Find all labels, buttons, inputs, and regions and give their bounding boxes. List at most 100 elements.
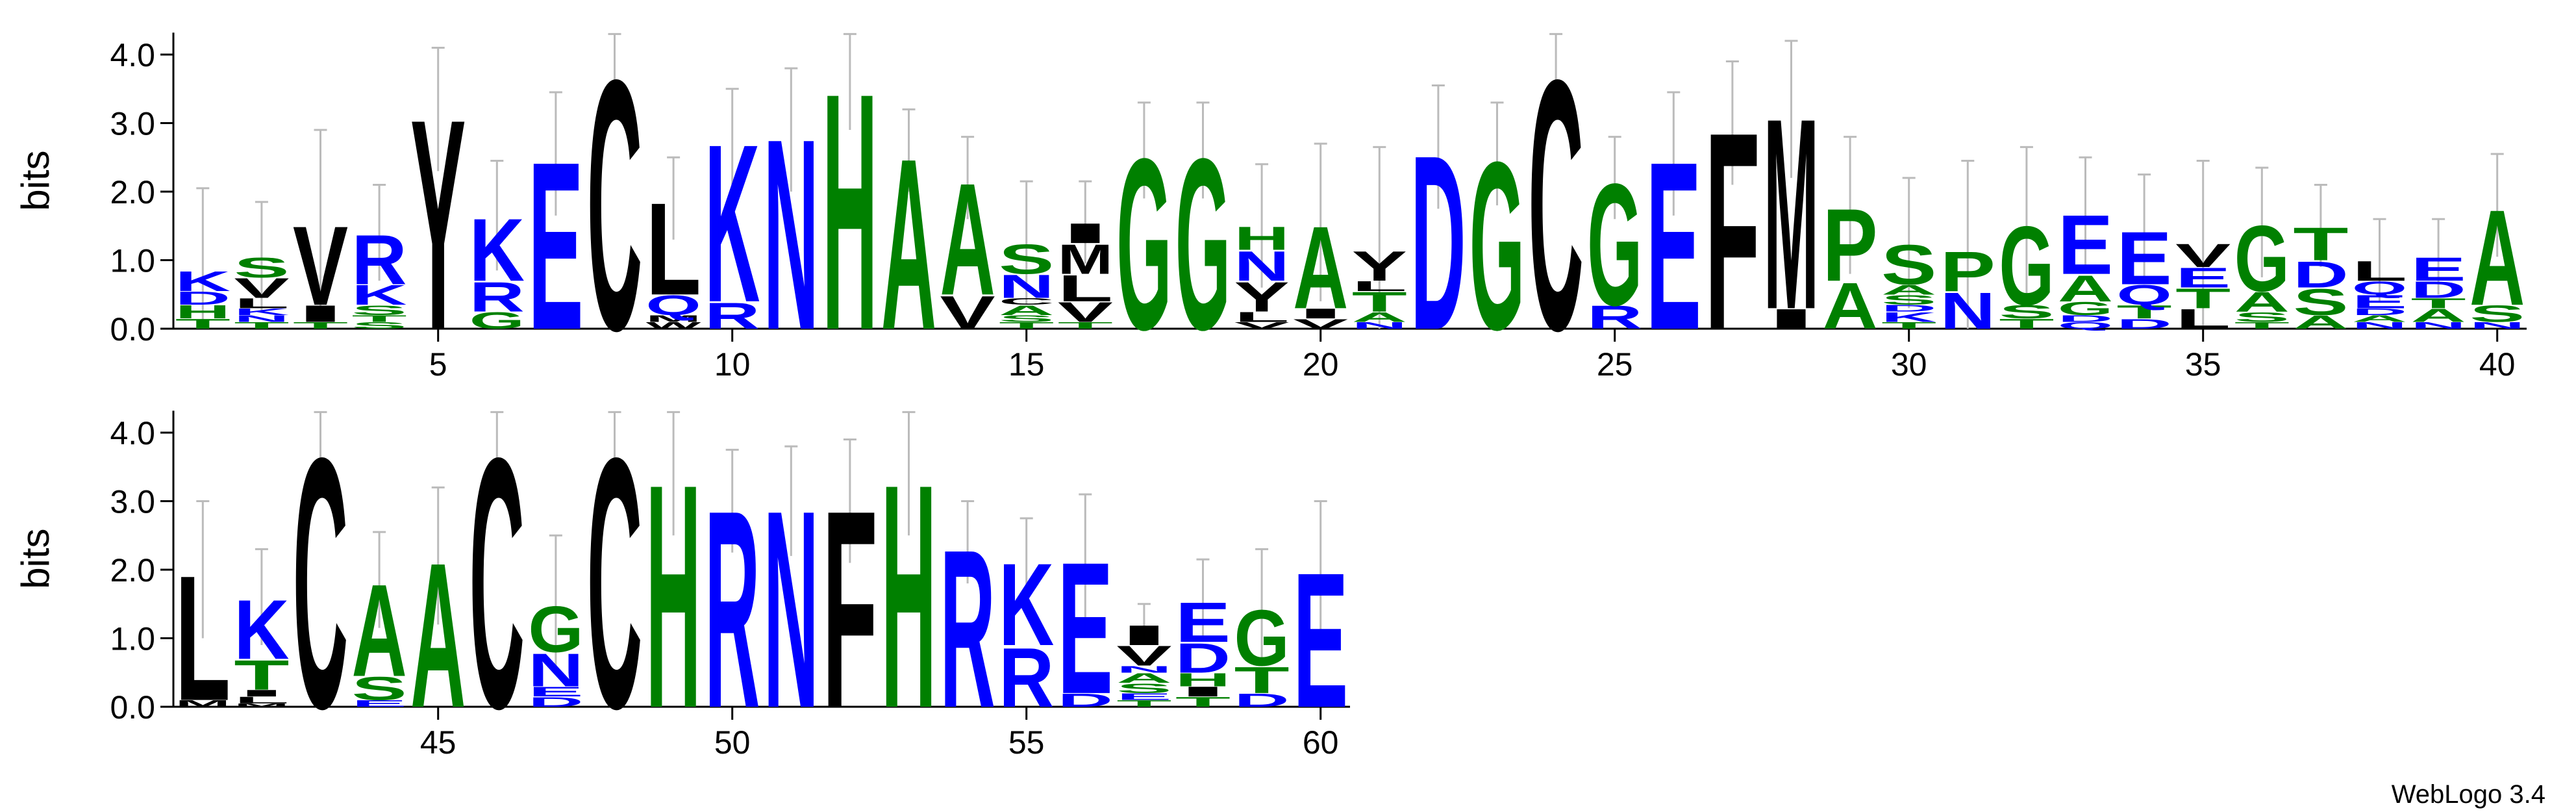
logo-letter: T <box>1116 698 1171 709</box>
logo-letter: L <box>234 695 289 705</box>
logo-letter: A <box>940 150 995 329</box>
logo-letter: D <box>1175 635 1231 682</box>
logo-letter: V <box>1058 297 1113 328</box>
logo-letter: G <box>1469 112 1525 380</box>
letter-group: A <box>1116 670 1171 686</box>
letter-group: G <box>1469 112 1525 380</box>
logo-letter: I <box>1764 303 1819 335</box>
letter-group: T <box>234 320 289 331</box>
letter-group: D <box>175 288 231 309</box>
logo-letter: R <box>705 295 760 336</box>
logo-letter: W <box>646 320 702 331</box>
x-tick-label: 15 <box>1008 346 1045 383</box>
logo-letter: K <box>175 266 231 297</box>
letter-group: G <box>1587 147 1642 342</box>
logo-letter: D <box>2411 277 2466 303</box>
logo-letter: N <box>1116 664 1171 674</box>
y-tick-label: 2.0 <box>110 552 155 589</box>
letter-group: D <box>1175 635 1231 682</box>
logo-letter: S <box>234 252 289 283</box>
letter-group: E <box>1293 533 1348 748</box>
logo-letter: D <box>2293 254 2348 296</box>
logo-letter: C <box>999 296 1054 307</box>
logo-letter: A <box>1116 670 1171 686</box>
logo-letter: V <box>234 273 289 304</box>
letter-group: T <box>2117 301 2172 323</box>
letter-group: I <box>234 688 289 698</box>
letter-group: T <box>1999 316 2054 332</box>
logo-letter: K <box>469 201 525 300</box>
letter-group: S <box>352 320 407 331</box>
letter-group: I <box>1293 306 1348 322</box>
letter-group: T <box>352 313 407 324</box>
logo-letter: D <box>175 288 231 309</box>
letter-group: Y <box>1352 242 1407 290</box>
letter-group: R <box>940 503 995 755</box>
logo-letter: S <box>352 320 407 331</box>
logo-letter: E <box>528 684 583 700</box>
logo-letter: M <box>1764 62 1819 366</box>
letter-group: Q <box>646 290 701 321</box>
letter-group: E <box>1175 590 1231 653</box>
letter-group: N <box>2411 320 2466 331</box>
logo-letter: N <box>1940 283 1995 340</box>
letter-group: H <box>881 419 936 776</box>
logo-letter: N <box>1352 320 1407 331</box>
y-tick-label: 1.0 <box>110 243 155 279</box>
letter-group: K <box>234 307 289 317</box>
letter-group: M <box>646 313 701 324</box>
logo-letter: A <box>410 520 466 752</box>
letter-group: C <box>587 383 642 783</box>
letter-group: A <box>1352 309 1407 325</box>
logo-letter: N <box>2352 320 2407 331</box>
logo-letter: E <box>2117 216 2172 301</box>
logo-letter: V <box>1116 641 1171 672</box>
letter-group: S <box>1999 301 2054 323</box>
logo-letter: L <box>2352 255 2407 286</box>
logo-letter: N <box>764 451 819 767</box>
x-tick-label: 30 <box>1891 346 1927 383</box>
letter-group: G <box>2234 207 2290 312</box>
logo-letter: S <box>999 313 1054 324</box>
letter-group: Q <box>2117 279 2172 311</box>
letter-group: D <box>1881 303 1936 314</box>
letter-group: D <box>2058 313 2113 324</box>
logo-letter: A <box>1352 309 1407 325</box>
letter-group: C <box>469 383 525 783</box>
logo-letter: N <box>1234 242 1290 290</box>
letter-group: T <box>2234 320 2290 331</box>
letter-group: N <box>764 82 819 387</box>
logo-letter: S <box>1116 681 1171 696</box>
logo-letter: S <box>352 303 407 318</box>
y-axis-label: bits <box>14 528 57 589</box>
letter-group: S <box>1116 681 1171 696</box>
logo-letter: A <box>2293 312 2348 333</box>
letter-group: A <box>2470 181 2525 334</box>
letter-group: C <box>293 383 348 783</box>
y-tick-label: 2.0 <box>110 174 155 210</box>
letter-group: K <box>999 539 1054 670</box>
letter-group: E <box>2411 251 2466 288</box>
letter-group: T <box>234 652 289 699</box>
logo-letter: Q <box>2117 279 2172 311</box>
logo-letter: C <box>1529 5 1584 405</box>
letter-group: F <box>1705 73 1760 388</box>
logo-letter: S <box>2234 309 2290 325</box>
logo-letter: R <box>999 630 1054 725</box>
letter-group: L <box>1058 268 1113 309</box>
logo-letter: D <box>2352 307 2407 317</box>
logo-letter: I <box>1058 218 1113 249</box>
logo-letter: S <box>2293 281 2348 323</box>
logo-letter: I <box>1175 684 1231 700</box>
logo-letter: E <box>2058 197 2113 292</box>
letter-group: L <box>2352 255 2407 286</box>
letter-group: S <box>234 252 289 283</box>
x-tick-label: 10 <box>714 346 751 383</box>
logo-letter: S <box>1999 301 2054 323</box>
logo-letter: T <box>2411 296 2466 311</box>
logo-letter: R <box>940 503 995 755</box>
logo-letter: V <box>2175 237 2231 274</box>
logo-letter: R <box>1587 299 1642 336</box>
logo-letter: M <box>1058 236 1113 283</box>
logo-letter: D <box>2117 316 2172 332</box>
